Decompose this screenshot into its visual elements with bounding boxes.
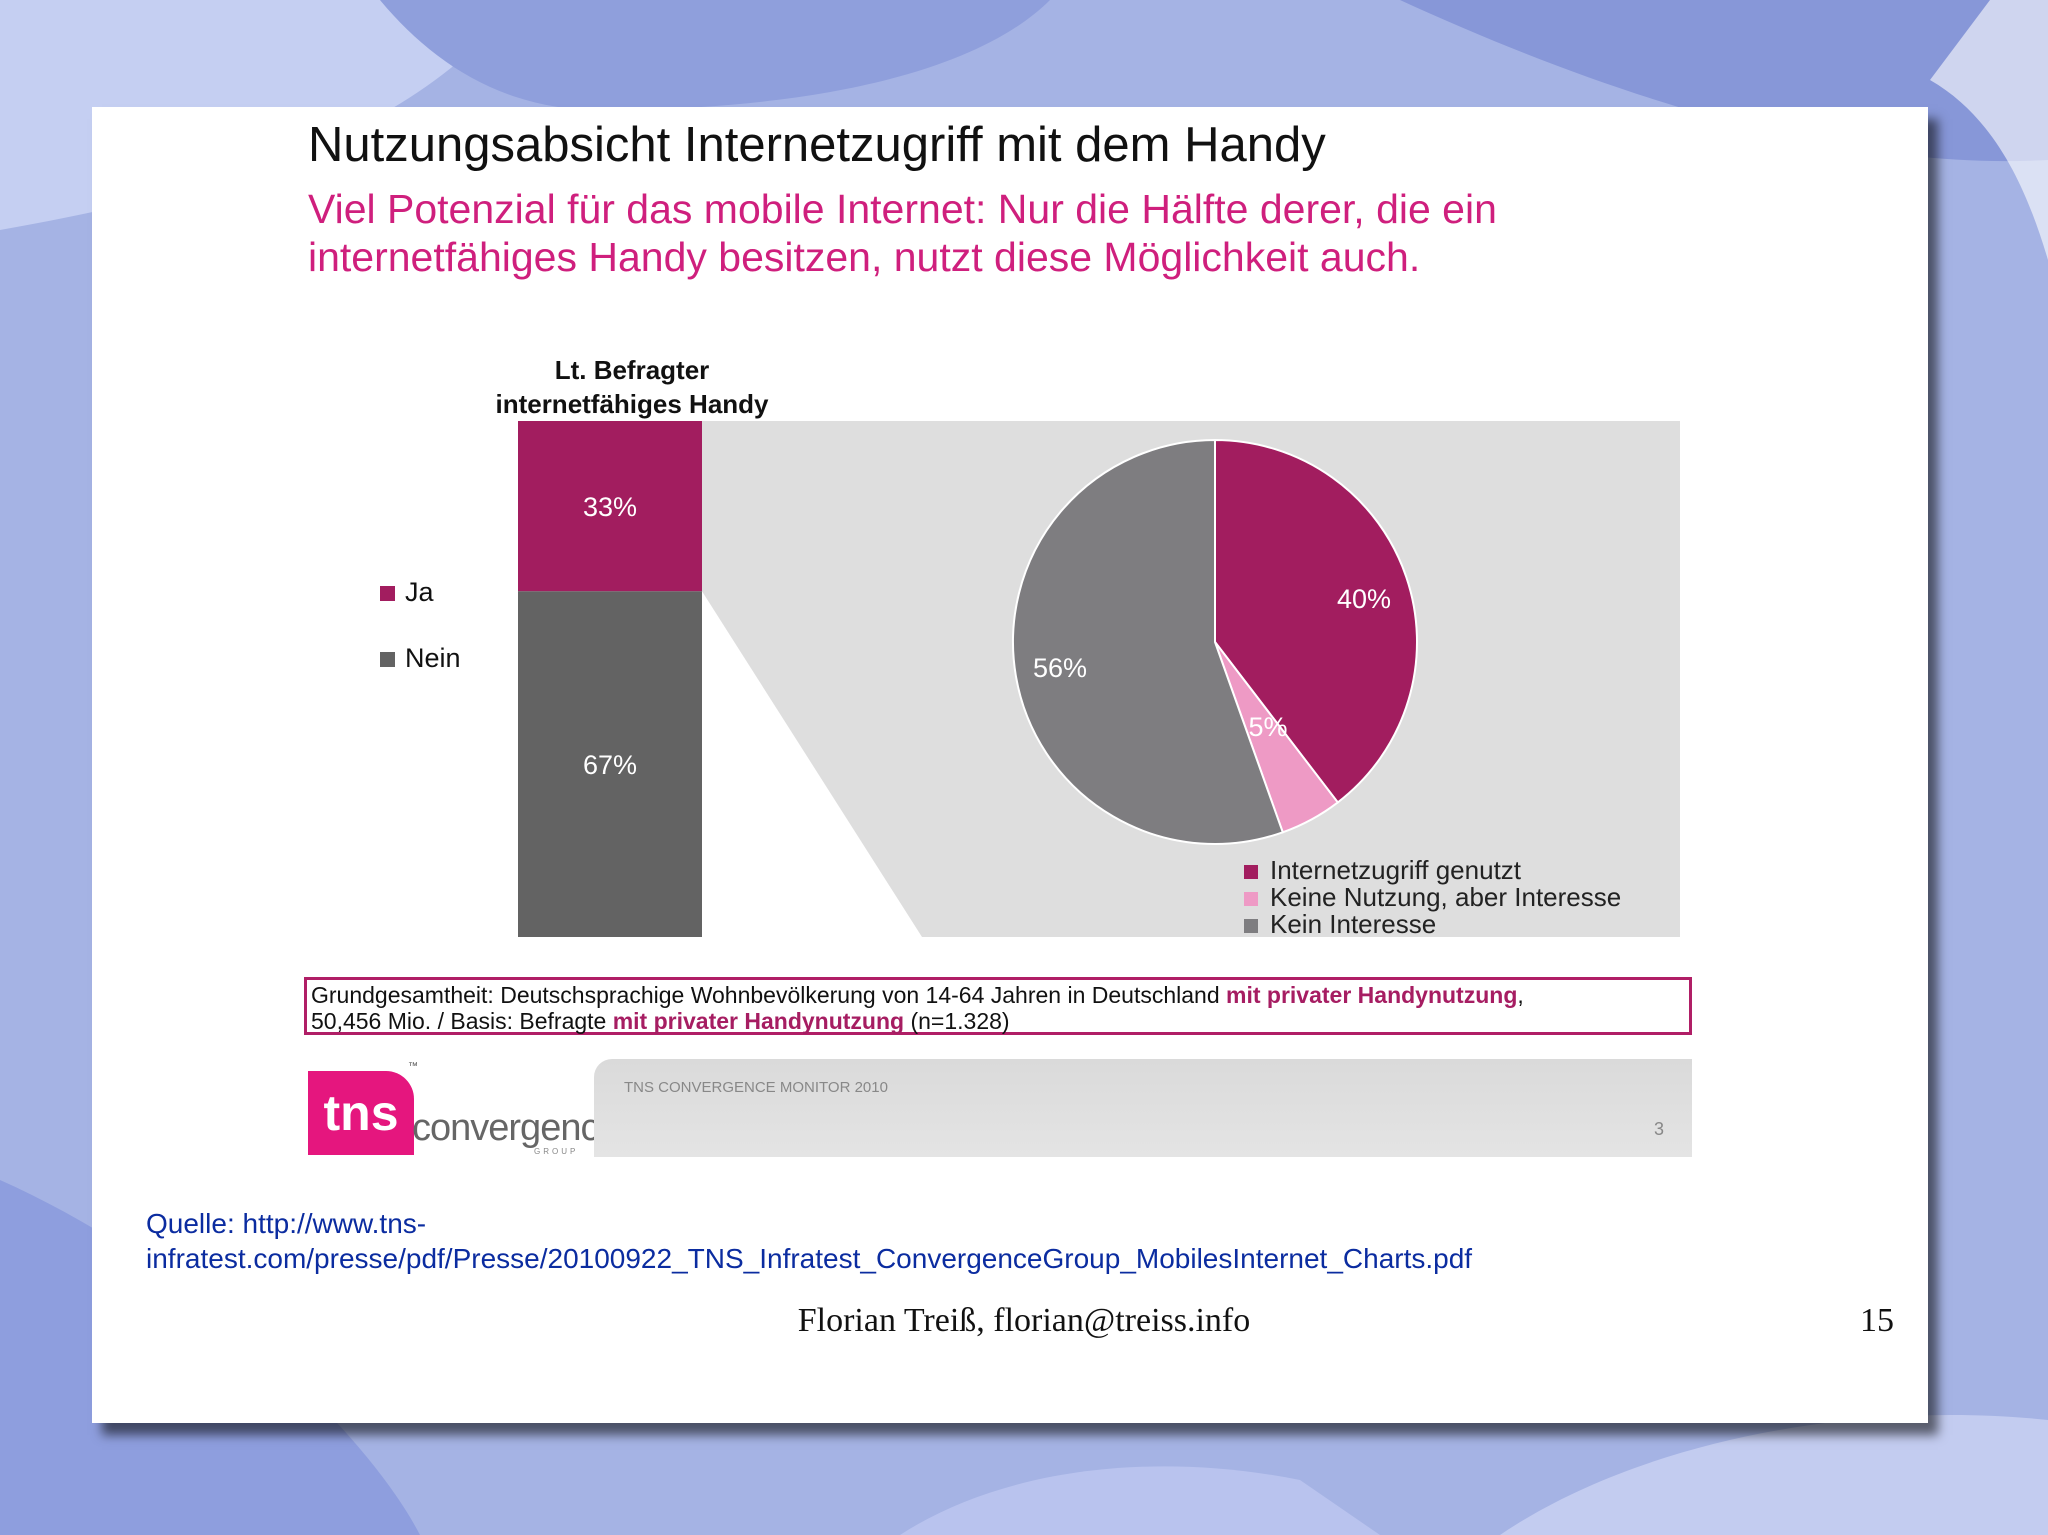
bar-label-nein: 67% <box>583 750 637 780</box>
tns-convergence-logo: tns ™ convergence GROUP <box>308 1059 620 1159</box>
pie-slice-internetzugriff-genutzt <box>1214 438 1418 804</box>
inner-page-number: 3 <box>1653 1119 1664 1139</box>
legend-swatch-interesse <box>1244 892 1258 907</box>
footnote-text-2: , <box>1517 982 1524 1008</box>
subtitle-line-2: internetfähiges Handy besitzen, nutzt di… <box>308 234 1421 280</box>
chart-subtitle: Viel Potenzial für das mobile Internet: … <box>308 185 1497 281</box>
trademark-symbol: ™ <box>408 1061 418 1072</box>
subtitle-line-1: Viel Potenzial für das mobile Internet: … <box>308 186 1497 232</box>
bar-legend-item-nein: Nein <box>380 643 461 673</box>
bar-segment-ja <box>518 421 702 592</box>
pie-label-kein-interesse: 56% <box>1033 653 1087 683</box>
bar-segment-nein <box>518 591 702 937</box>
monitor-label: TNS CONVERGENCE MONITOR 2010 <box>624 1079 888 1096</box>
legend-swatch-kein-interesse <box>1244 919 1258 934</box>
chart-area: 33% 67% 40% 5% 56% <box>518 421 1680 937</box>
slide-page-number: 15 <box>1860 1302 1894 1339</box>
bar-chart-title-line-1: Lt. Befragter <box>554 355 710 385</box>
pie-legend-item-kein-interesse: Kein Interesse <box>1244 911 1621 938</box>
pie-legend-item-interesse: Keine Nutzung, aber Interesse <box>1244 884 1621 911</box>
logo-wordmark: convergence <box>412 1107 620 1149</box>
legend-label-genutzt: Internetzugriff genutzt <box>1270 855 1522 885</box>
footnote-text-1: Grundgesamtheit: Deutschsprachige Wohnbe… <box>311 982 1227 1008</box>
logo-group-label: GROUP <box>534 1147 579 1156</box>
chart-footnote: Grundgesamtheit: Deutschsprachige Wohnbe… <box>304 977 1692 1035</box>
legend-label-ja: Ja <box>405 577 434 607</box>
legend-swatch-nein <box>380 652 395 668</box>
bar-legend: Ja Nein <box>380 577 461 709</box>
tns-logo-mark: tns <box>308 1071 414 1155</box>
source-line-2: infratest.com/presse/pdf/Presse/20100922… <box>146 1243 1473 1274</box>
footnote-emphasis-2: mit privater Handynutzung <box>612 1008 905 1034</box>
bar-chart-title-line-2: internetfähiges Handy <box>495 389 769 419</box>
pie-legend-item-genutzt: Internetzugriff genutzt <box>1244 857 1621 884</box>
pie-label-internetzugriff-genutzt: 40% <box>1337 584 1391 614</box>
source-line-1: Quelle: http://www.tns- <box>146 1208 427 1239</box>
footer-author: Florian Treiß, florian@treiss.info <box>797 1302 1251 1339</box>
chart-main-title: Nutzungsabsicht Internetzugriff mit dem … <box>308 118 1326 172</box>
legend-swatch-ja <box>380 586 395 602</box>
footnote-text-4: (n=1.328) <box>904 1008 1010 1034</box>
pie-slice-kein-interesse <box>1012 438 1285 845</box>
footnote-text-3: 50,456 Mio. / Basis: Befragte <box>311 1008 613 1034</box>
monitor-footer-bar: TNS CONVERGENCE MONITOR 2010 3 <box>594 1059 1692 1157</box>
bar-label-ja: 33% <box>583 492 637 522</box>
footnote-emphasis-1: mit privater Handynutzung <box>1226 982 1518 1008</box>
legend-label-kein-interesse: Kein Interesse <box>1270 909 1437 939</box>
legend-label-interesse: Keine Nutzung, aber Interesse <box>1270 882 1622 912</box>
bar-chart-title: Lt. Befragter internetfähiges Handy <box>462 353 802 421</box>
bar-legend-item-ja: Ja <box>380 577 461 607</box>
legend-swatch-genutzt <box>1244 865 1258 880</box>
chart-slide-image: Nutzungsabsicht Internetzugriff mit dem … <box>292 107 1720 1169</box>
source-citation: Quelle: http://www.tns- infratest.com/pr… <box>146 1206 1472 1276</box>
pie-legend: Internetzugriff genutzt Keine Nutzung, a… <box>1244 857 1621 938</box>
pie-label-keine-nutzung-aber-interesse: 5% <box>1248 712 1287 742</box>
legend-label-nein: Nein <box>405 643 461 673</box>
